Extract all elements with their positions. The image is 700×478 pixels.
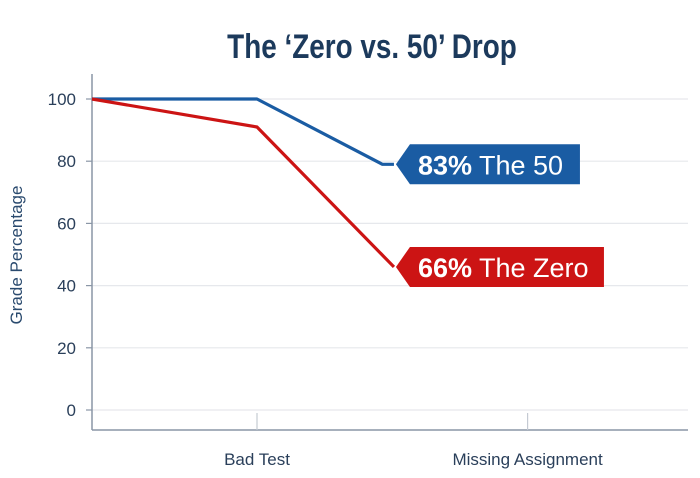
chart-title: The ‘Zero vs. 50’ Drop xyxy=(227,27,517,65)
x-tick-label: Missing Assignment xyxy=(452,450,603,469)
y-tick-label: 80 xyxy=(57,152,76,171)
data-label-fifty: 83% The 50 xyxy=(395,144,580,185)
y-tick-label: 20 xyxy=(57,339,76,358)
data-label-zero: 66% The Zero xyxy=(395,246,604,287)
data-label-text: 66% The Zero xyxy=(418,253,589,283)
data-label-badge xyxy=(395,246,604,287)
y-axis-label: Grade Percentage xyxy=(7,186,26,325)
y-tick-label: 0 xyxy=(67,401,76,420)
y-tick-label: 60 xyxy=(57,214,76,233)
series-line-zero xyxy=(91,97,396,269)
data-label-text: 83% The 50 xyxy=(418,150,563,180)
label-series-name: The 50 xyxy=(472,150,563,180)
y-tick-label: 100 xyxy=(48,90,76,109)
label-value: 83% xyxy=(418,150,472,180)
x-tick-label: Bad Test xyxy=(224,450,290,469)
label-series-name: The Zero xyxy=(472,253,589,283)
data-label-badge xyxy=(395,144,580,185)
series-line-fifty xyxy=(92,97,394,166)
label-value: 66% xyxy=(418,253,472,283)
y-tick-label: 40 xyxy=(57,277,76,296)
